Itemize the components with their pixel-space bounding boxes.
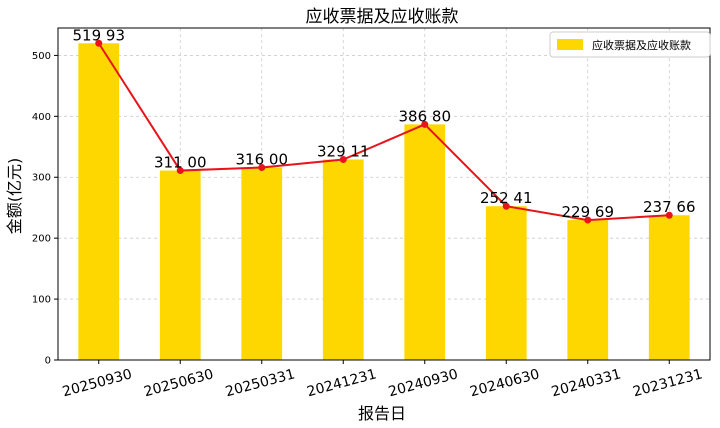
- trend-line: [97, 42, 670, 222]
- data-label: 519 93: [73, 26, 126, 44]
- legend: 应收票据及应收账款: [549, 31, 711, 58]
- data-label: 316 00: [236, 151, 289, 169]
- chart-title: 应收票据及应收账款: [306, 7, 459, 27]
- line-marker: [665, 211, 673, 219]
- line-marker: [421, 120, 429, 128]
- data-label: 237 66: [643, 198, 696, 216]
- bar: [567, 220, 609, 360]
- line-marker: [502, 202, 510, 210]
- bar: [322, 159, 364, 360]
- data-labels: 519 93 311 00 316 00 329 11 386 80 252 41 229 …: [73, 26, 696, 221]
- x-tick-label: 20250630: [142, 366, 215, 400]
- bar: [485, 206, 527, 360]
- x-tick-label: 20250331: [224, 366, 297, 400]
- legend-box: [549, 31, 711, 58]
- bar: [241, 167, 283, 360]
- data-label: 229 69: [562, 203, 615, 221]
- line-marker: [258, 164, 266, 172]
- data-label: 252 41: [480, 189, 533, 207]
- data-label: 311 00: [154, 154, 207, 172]
- legend-label: 应收票据及应收账款: [592, 38, 691, 52]
- y-axis-label: 金额(亿元): [5, 158, 24, 235]
- y-tick-label: 400: [32, 112, 51, 123]
- data-label: 386 80: [399, 107, 452, 125]
- legend-swatch: [557, 39, 583, 50]
- plot-frame: [57, 27, 711, 361]
- x-tick-label: 20240630: [468, 366, 541, 400]
- bar: [159, 170, 201, 360]
- bar: [648, 215, 690, 360]
- y-tick-label: 100: [32, 295, 51, 306]
- bar-series: [78, 43, 690, 361]
- data-label: 329 11: [317, 143, 370, 161]
- y-tick-label: 0: [45, 356, 51, 367]
- y-tick-label: 200: [32, 234, 51, 245]
- x-axis-label: 报告日: [358, 404, 406, 423]
- x-tick-label: 20250930: [61, 366, 134, 400]
- x-tick-label: 20240930: [387, 366, 460, 400]
- line-series: [95, 39, 673, 224]
- x-tick-label: 20231231: [631, 366, 704, 400]
- y-tick-label: 300: [32, 173, 51, 184]
- line-marker: [584, 216, 592, 224]
- x-tick-label: 20241231: [305, 366, 378, 400]
- bar: [78, 43, 120, 360]
- x-tick-label: 20240331: [550, 366, 623, 400]
- bar: [404, 124, 446, 361]
- y-tick-label: 500: [32, 51, 51, 62]
- line-marker: [95, 39, 103, 47]
- line-marker: [176, 167, 184, 175]
- line-marker: [339, 156, 347, 164]
- grid: [58, 28, 710, 361]
